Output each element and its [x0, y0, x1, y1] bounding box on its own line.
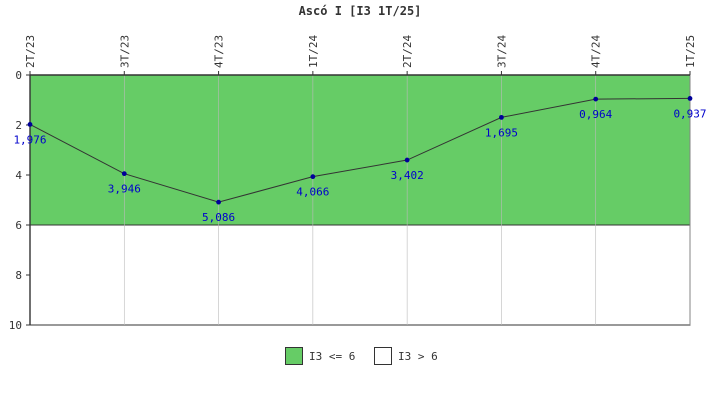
band-1 [29, 224, 691, 326]
data-label: 0,964 [579, 108, 612, 121]
data-point [216, 199, 221, 205]
legend-label-above-threshold: I3 > 6 [398, 349, 438, 363]
y-tick-label: 6 [15, 219, 22, 232]
x-tick-label: 1T/25 [684, 35, 697, 68]
x-tick-label: 4T/23 [213, 35, 226, 68]
bands-layer [29, 74, 691, 326]
data-point [310, 174, 316, 180]
legend-label-below-threshold: I3 <= 6 [309, 349, 356, 363]
legend-swatch-green [285, 347, 303, 365]
legend-item-above-threshold: I3 > 6 [374, 345, 438, 367]
data-point [404, 157, 410, 163]
data-point [121, 171, 127, 177]
legend-swatch-white [374, 347, 392, 365]
data-label: 1,976 [13, 133, 46, 146]
data-point [27, 122, 33, 127]
data-point [687, 96, 693, 101]
band-0 [29, 74, 691, 226]
line-layer [27, 96, 693, 205]
data-point [593, 96, 599, 102]
x-tick-label: 3T/23 [118, 35, 131, 68]
data-label: 1,695 [485, 126, 518, 139]
data-point [499, 114, 504, 120]
x-tick-label: 4T/24 [590, 35, 603, 68]
x-tick-label: 2T/23 [24, 35, 37, 68]
data-label: 4,066 [296, 186, 329, 199]
legend: I3 <= 6 I3 > 6 [0, 345, 720, 369]
axis-layer: 2T/23 3T/23 4T/23 1T/24 2T/24 3T/24 4T/24 1T/25… [9, 35, 697, 332]
y-tick-label: 8 [15, 269, 22, 282]
y-tick-label: 2 [15, 119, 22, 132]
chart-title: Ascó I [I3 1T/25] [298, 4, 422, 18]
label-layer: 1,976 3,946 5,086 4,066 3,402 1,695 0,964 0,937 [13, 107, 706, 224]
x-tick-label: 1T/24 [307, 35, 320, 68]
data-label: 3,946 [108, 183, 141, 196]
legend-item-below-threshold: I3 <= 6 [285, 345, 355, 367]
y-tick-label: 0 [15, 69, 22, 82]
x-tick-label: 3T/24 [495, 35, 508, 68]
data-label: 0,937 [673, 107, 706, 120]
data-label: 3,402 [391, 169, 424, 182]
y-tick-label: 4 [15, 169, 22, 182]
series-line [29, 97, 691, 203]
x-tick-label: 2T/24 [401, 35, 414, 68]
data-label: 5,086 [202, 211, 235, 224]
y-tick-label: 10 [9, 319, 22, 332]
